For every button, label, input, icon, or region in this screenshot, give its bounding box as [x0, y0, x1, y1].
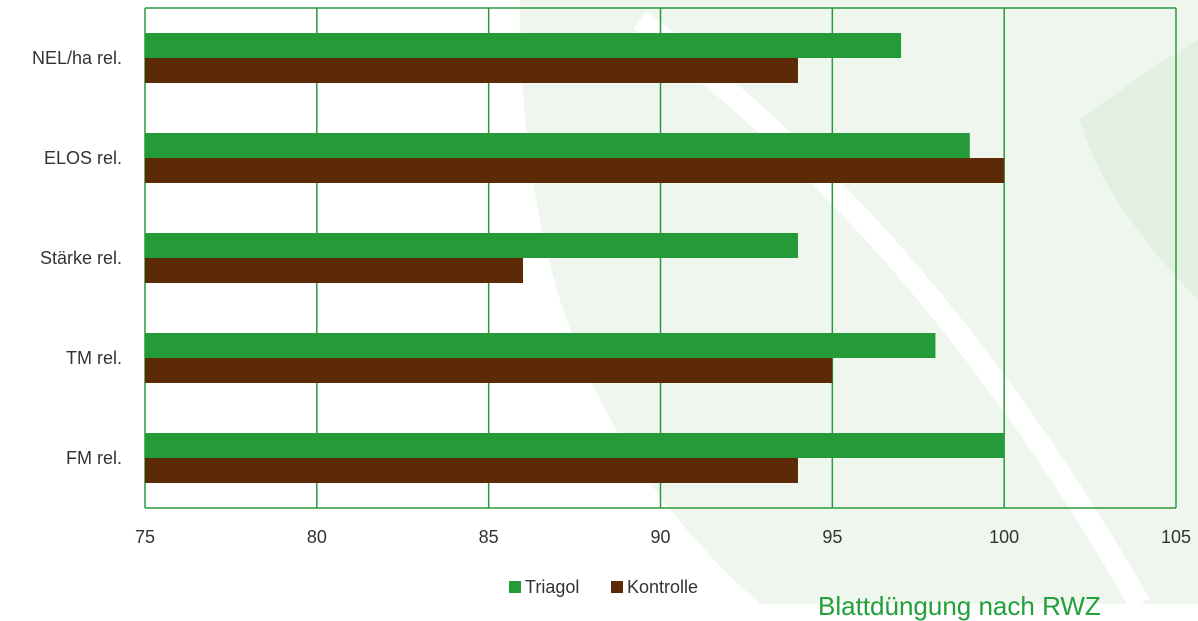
footer-caption: Blattdüngung nach RWZ [818, 591, 1101, 621]
legend-swatch-triagol [509, 581, 521, 593]
bar-kontrolle-2 [145, 258, 524, 283]
x-tick-labels: 75 80 85 90 95 100 105 [135, 527, 1191, 547]
x-tick-label-1: 80 [307, 527, 327, 547]
legend-swatch-kontrolle [611, 581, 623, 593]
category-label-0: NEL/ha rel. [32, 48, 122, 68]
legend-label-kontrolle: Kontrolle [627, 577, 698, 597]
x-tick-label-6: 105 [1161, 527, 1191, 547]
bar-triagol-3 [145, 333, 936, 358]
bar-triagol-0 [145, 33, 902, 58]
category-labels: NEL/ha rel. ELOS rel. Stärke rel. TM rel. FM… [32, 48, 122, 468]
bar-kontrolle-4 [145, 458, 798, 483]
x-tick-label-0: 75 [135, 527, 155, 547]
x-tick-label-2: 85 [479, 527, 499, 547]
category-label-4: FM rel. [66, 448, 122, 468]
category-label-1: ELOS rel. [44, 148, 122, 168]
bars-layer [145, 33, 1005, 483]
bar-triagol-1 [145, 133, 970, 158]
leaf-vein [633, 11, 1150, 604]
category-label-3: TM rel. [66, 348, 122, 368]
leaf-shape-small [1080, 40, 1198, 300]
bar-triagol-2 [145, 233, 798, 258]
x-tick-label-5: 100 [989, 527, 1019, 547]
legend-label-triagol: Triagol [525, 577, 579, 597]
bar-triagol-4 [145, 433, 1005, 458]
x-tick-label-4: 95 [822, 527, 842, 547]
bar-kontrolle-0 [145, 58, 798, 83]
category-label-2: Stärke rel. [40, 248, 122, 268]
legend: Triagol Kontrolle [509, 577, 698, 597]
x-tick-label-3: 90 [650, 527, 670, 547]
bar-kontrolle-3 [145, 358, 833, 383]
horizontal-bar-chart: NEL/ha rel. ELOS rel. Stärke rel. TM rel. FM… [32, 7, 1191, 597]
bar-kontrolle-1 [145, 158, 1005, 183]
